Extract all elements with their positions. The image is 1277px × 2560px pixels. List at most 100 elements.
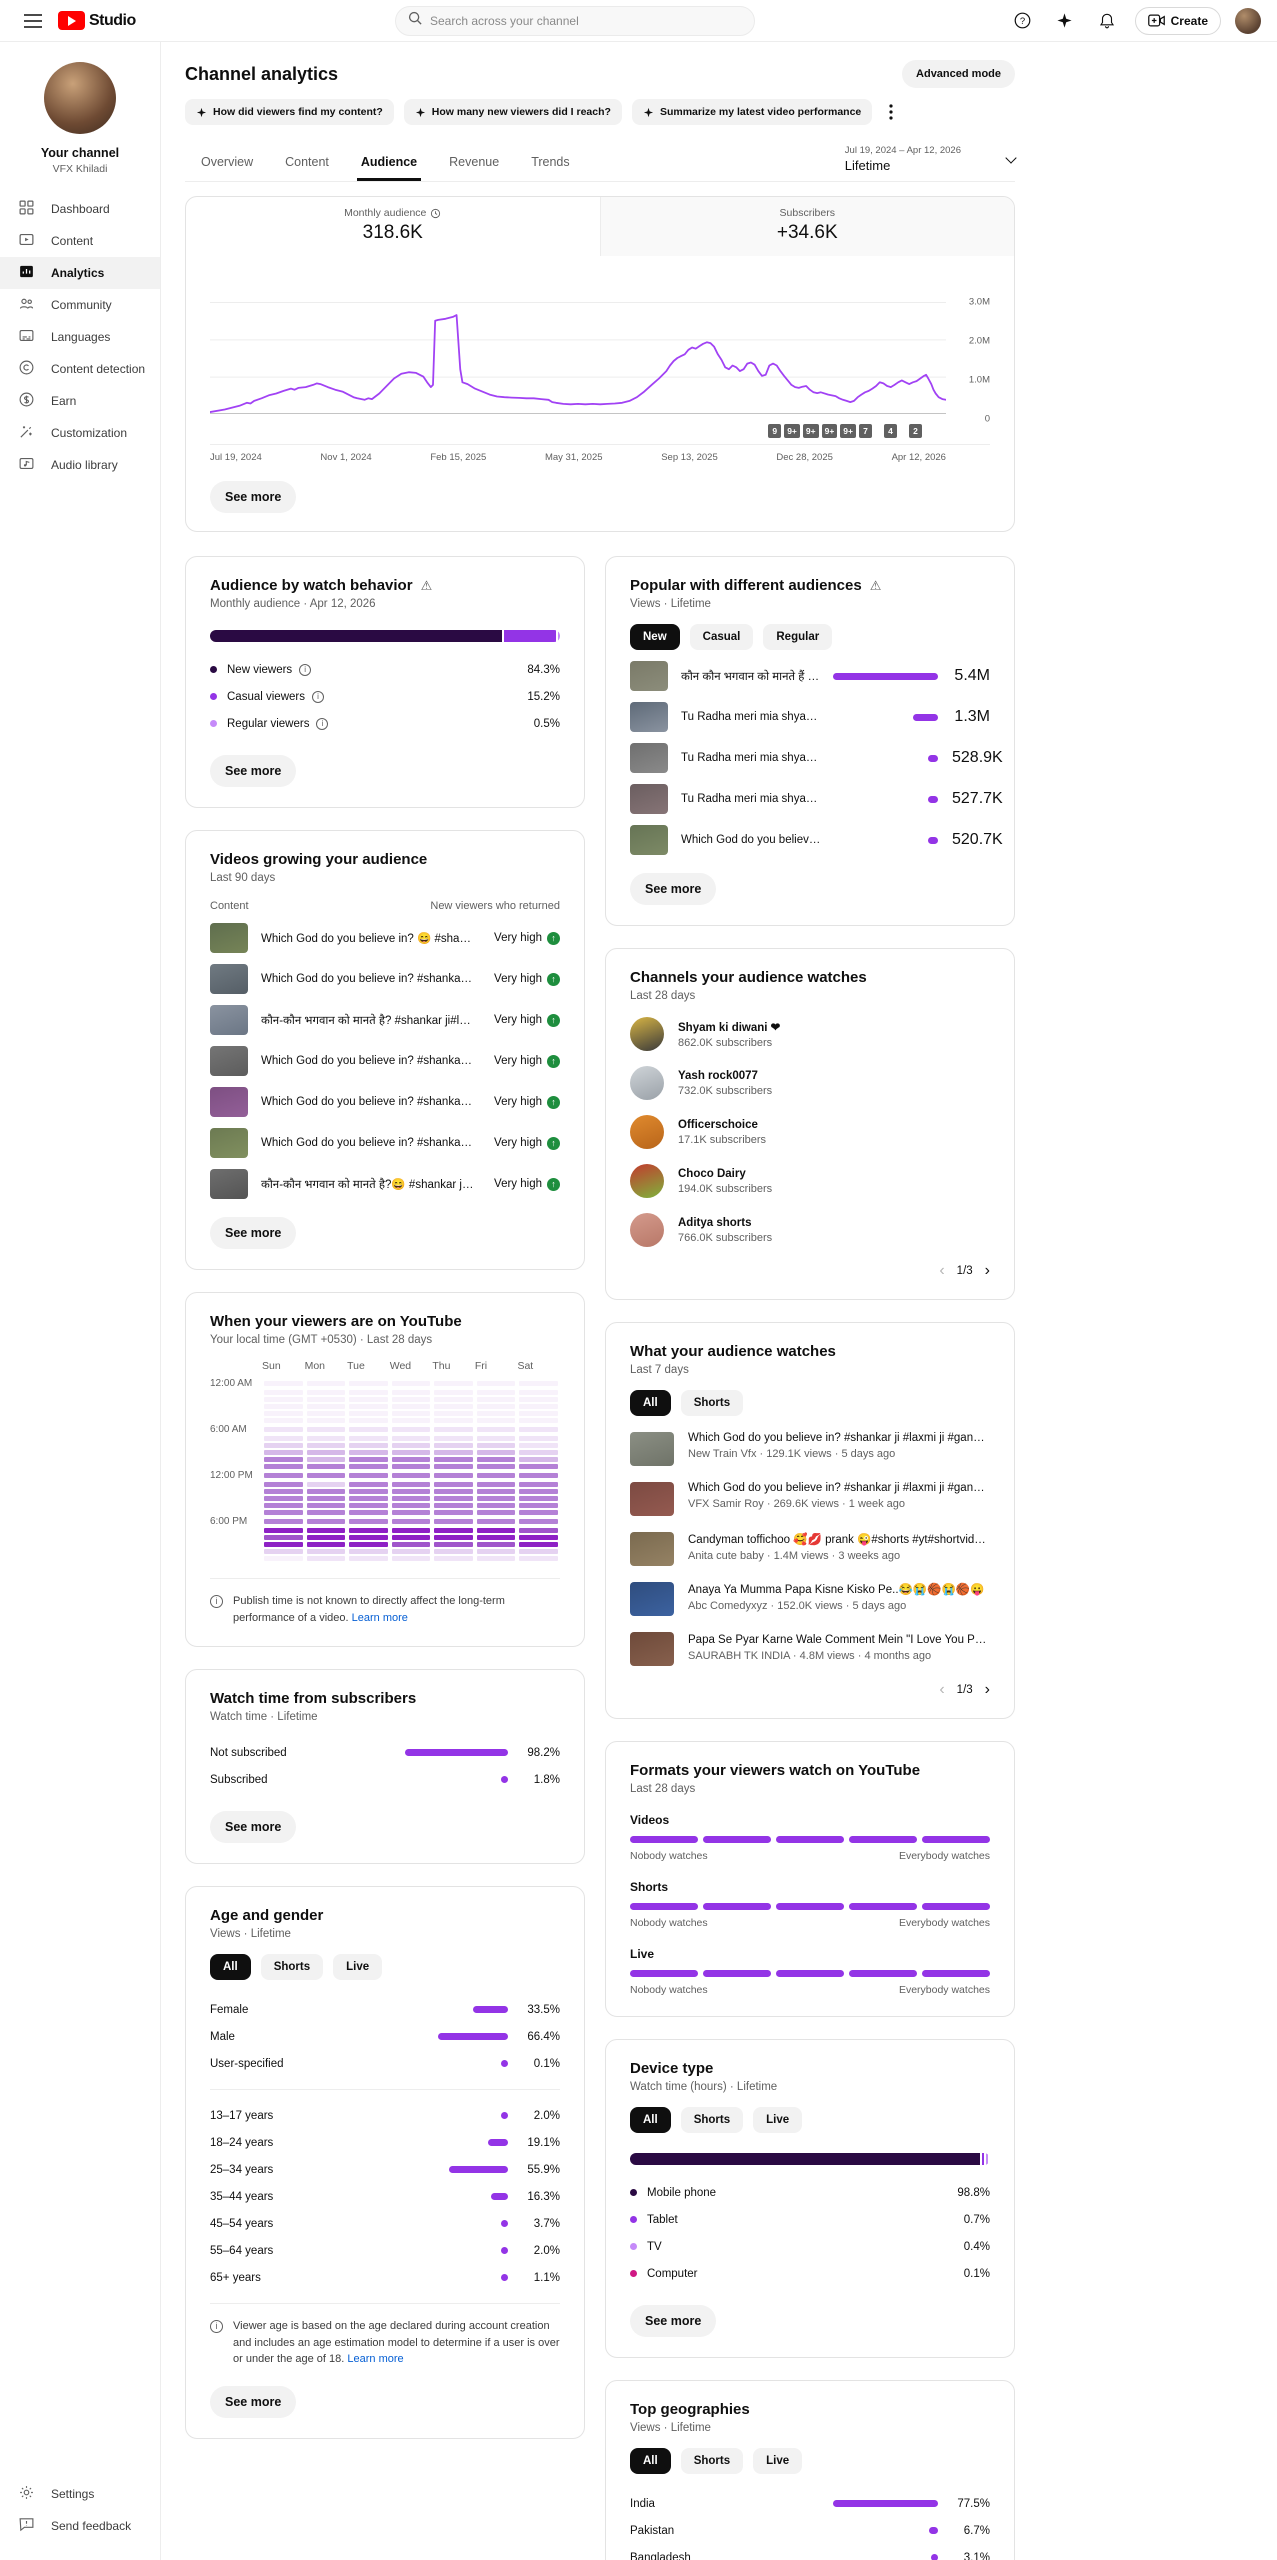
advanced-mode-button[interactable]: Advanced mode	[902, 60, 1015, 88]
info-icon[interactable]: i	[311, 690, 324, 703]
learn-more-link[interactable]: Learn more	[351, 1611, 408, 1624]
filter-chip-new[interactable]: New	[630, 624, 680, 650]
sidebar-item-content[interactable]: Content	[0, 225, 160, 257]
tab-revenue[interactable]: Revenue	[449, 155, 500, 169]
video-row[interactable]: Anaya Ya Mumma Papa Kisne Kisko Pe..😂😭🏀😭…	[630, 1582, 990, 1616]
sidebar-item-settings[interactable]: Settings	[0, 2478, 160, 2510]
filter-chip-all[interactable]: All	[210, 1954, 251, 1980]
info-icon[interactable]: i	[316, 717, 329, 730]
filter-chip-all[interactable]: All	[630, 2107, 671, 2133]
tab-overview[interactable]: Overview	[201, 155, 254, 169]
video-row[interactable]: कौन-कौन भगवान को मानते है? #shankar ji#l…	[210, 1005, 560, 1035]
see-more-button[interactable]: See more	[210, 2385, 297, 2418]
tab-audience[interactable]: Audience	[345, 145, 433, 181]
filter-chip-regular[interactable]: Regular	[763, 624, 833, 650]
sidebar-item-customization[interactable]: Customization	[0, 417, 160, 449]
legend-label: Computer	[647, 2267, 698, 2280]
video-row[interactable]: कौन कौन भगवान को मानते हैं ? #shankar ji…	[630, 661, 990, 691]
channel-avatar[interactable]	[44, 62, 116, 134]
video-row[interactable]: Which God do you believe in? #shankar j.…	[630, 825, 1003, 855]
tab-trends[interactable]: Trends	[531, 155, 570, 169]
help-icon[interactable]: ?	[1009, 7, 1037, 35]
channel-row[interactable]: Choco Dairy 194.0K subscribers	[630, 1164, 990, 1198]
see-more-button[interactable]: See more	[210, 481, 297, 513]
channel-row[interactable]: Aditya shorts 766.0K subscribers	[630, 1213, 990, 1247]
filter-chip-live[interactable]: Live	[753, 2448, 803, 2474]
sidebar-item-analytics[interactable]: Analytics	[0, 257, 160, 289]
account-avatar[interactable]	[1235, 7, 1261, 34]
filter-chip-live[interactable]: Live	[753, 2107, 803, 2133]
see-more-button[interactable]: See more	[210, 1217, 297, 1249]
see-more-button[interactable]: See more	[210, 755, 297, 787]
video-row[interactable]: Which God do you believe in? #shankar ji…	[210, 964, 560, 994]
create-button[interactable]: Create	[1134, 6, 1221, 35]
pager-prev-icon[interactable]: ‹	[939, 1681, 945, 1698]
suggestion-chip[interactable]: How did viewers find my content?	[185, 99, 394, 125]
sidebar-item-languages[interactable]: Languages	[0, 321, 160, 353]
publish-badge[interactable]: 7	[859, 424, 872, 438]
filter-chip-shorts[interactable]: Shorts	[680, 1390, 744, 1416]
video-row[interactable]: Which God do you believe in? #shankar ji…	[210, 1087, 560, 1117]
filter-chip-shorts[interactable]: Shorts	[260, 1954, 324, 1980]
menu-icon[interactable]	[16, 4, 50, 38]
pager-prev-icon[interactable]: ‹	[939, 1262, 945, 1279]
pager-next-icon[interactable]: ›	[984, 1681, 990, 1698]
sidebar-item-community[interactable]: Community	[0, 289, 160, 321]
video-row[interactable]: Tu Radha meri mia shyam Tera ye jodi n..…	[630, 784, 1003, 814]
video-row[interactable]: Candyman toffichoo 🥰💋 prank 😜#shorts #yt…	[630, 1532, 990, 1566]
sidebar-item-send-feedback[interactable]: Send feedback	[0, 2510, 160, 2542]
more-options-icon[interactable]	[882, 103, 900, 121]
channel-row[interactable]: Shyam ki diwani ❤ 862.0K subscribers	[630, 1017, 990, 1051]
youtube-studio-logo[interactable]: Studio	[58, 11, 136, 30]
channel-row[interactable]: Yash rock0077 732.0K subscribers	[630, 1066, 990, 1100]
see-more-button[interactable]: See more	[210, 1811, 297, 1843]
video-row[interactable]: Which God do you believe in? 😄 #shankar …	[210, 923, 560, 953]
metric-tab-monthly-audience[interactable]: Monthly audience 318.6K	[186, 197, 600, 256]
sidebar-item-content-detection[interactable]: Content detection	[0, 353, 160, 385]
publish-badge[interactable]: 9	[768, 424, 782, 438]
filter-chip-shorts[interactable]: Shorts	[680, 2448, 744, 2474]
publish-badge[interactable]: 4	[884, 424, 897, 438]
pager-next-icon[interactable]: ›	[984, 1262, 990, 1279]
video-row[interactable]: Tu Radha meri mia shyam Tera ye jodi n..…	[630, 743, 1003, 773]
tab-content[interactable]: Content	[285, 155, 329, 169]
arrow-up-icon: ↑	[547, 1013, 560, 1027]
learn-more-link[interactable]: Learn more	[347, 2353, 404, 2365]
bell-icon[interactable]	[1093, 7, 1121, 35]
publish-badge[interactable]: 9+	[840, 424, 856, 438]
video-row[interactable]: Which God do you believe in? #shankar ji…	[630, 1482, 990, 1516]
publish-badge[interactable]: 9+	[802, 424, 819, 438]
video-row[interactable]: Which God do you believe in? #shankar ji…	[210, 1046, 560, 1076]
sparkle-icon[interactable]	[1051, 7, 1079, 35]
publish-badge[interactable]: 9+	[821, 424, 838, 438]
see-more-button[interactable]: See more	[630, 2305, 717, 2337]
search-input[interactable]	[430, 13, 742, 28]
video-row[interactable]: Papa Se Pyar Karne Wale Comment Mein "I …	[630, 1632, 990, 1666]
search-bar[interactable]	[395, 5, 755, 36]
filter-chip-live[interactable]: Live	[333, 1954, 383, 1980]
video-row[interactable]: Tu Radha meri mia shyam tera ye jodi n..…	[630, 702, 990, 732]
sidebar-item-dashboard[interactable]: Dashboard	[0, 193, 160, 225]
info-icon[interactable]: i	[210, 2320, 223, 2333]
video-row[interactable]: कौन-कौन भगवान को मानते है?😄 #shankar ji#…	[210, 1169, 560, 1199]
heatmap-cell	[476, 1496, 516, 1501]
sidebar-item-earn[interactable]: Earn	[0, 385, 160, 417]
metric-tab-subscribers[interactable]: Subscribers +34.6K	[599, 197, 1014, 256]
filter-chip-all[interactable]: All	[630, 2448, 671, 2474]
see-more-button[interactable]: See more	[630, 873, 717, 905]
publish-badge[interactable]: 9+	[784, 424, 800, 438]
publish-badge[interactable]: 2	[909, 424, 922, 438]
video-row[interactable]: Which God do you believe in? #shankar ji…	[210, 1128, 560, 1158]
sidebar-item-audio-library[interactable]: Audio library	[0, 449, 160, 481]
suggestion-chip[interactable]: Summarize my latest video performance	[631, 99, 873, 125]
info-icon[interactable]: i	[299, 663, 312, 676]
heatmap-cell	[476, 1489, 516, 1494]
channel-row[interactable]: Officerschoice 17.1K subscribers	[630, 1115, 990, 1149]
video-row[interactable]: Which God do you believe in? #shankar ji…	[630, 1432, 990, 1466]
filter-chip-casual[interactable]: Casual	[689, 624, 754, 650]
suggestion-chip[interactable]: How many new viewers did I reach?	[403, 99, 622, 125]
filter-chip-shorts[interactable]: Shorts	[680, 2107, 744, 2133]
filter-chip-all[interactable]: All	[630, 1390, 671, 1416]
date-range-picker[interactable]: Jul 19, 2024 – Apr 12, 2026 Lifetime	[845, 145, 1017, 173]
info-icon[interactable]: i	[210, 1595, 223, 1608]
